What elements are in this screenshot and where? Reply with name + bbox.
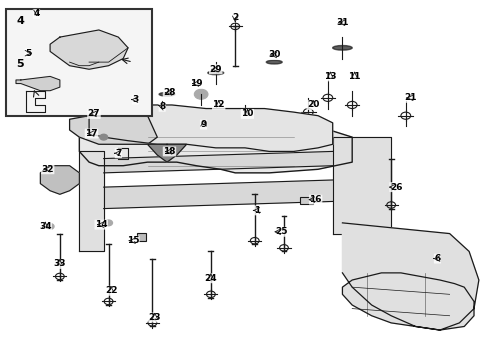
- Text: 14: 14: [95, 220, 108, 229]
- Text: 19: 19: [190, 79, 202, 88]
- Text: 22: 22: [105, 286, 117, 295]
- Text: 17: 17: [85, 129, 98, 138]
- Text: 11: 11: [348, 72, 361, 81]
- Text: 9: 9: [200, 120, 207, 129]
- Polygon shape: [16, 76, 60, 91]
- Text: 34: 34: [39, 222, 51, 231]
- Text: 15: 15: [127, 236, 139, 245]
- Text: 7: 7: [115, 149, 122, 158]
- Text: 30: 30: [268, 50, 280, 59]
- Text: 25: 25: [275, 227, 288, 236]
- Circle shape: [46, 224, 54, 229]
- Ellipse shape: [96, 110, 112, 114]
- Text: 28: 28: [163, 88, 176, 97]
- Text: 18: 18: [163, 147, 176, 156]
- Polygon shape: [147, 144, 187, 162]
- Circle shape: [100, 134, 108, 140]
- Polygon shape: [79, 119, 352, 173]
- Ellipse shape: [154, 110, 170, 114]
- Polygon shape: [89, 105, 333, 152]
- Text: 4: 4: [33, 9, 40, 18]
- Ellipse shape: [267, 60, 282, 64]
- Polygon shape: [333, 137, 391, 234]
- Text: 24: 24: [205, 274, 217, 283]
- Polygon shape: [70, 109, 157, 144]
- Polygon shape: [104, 180, 333, 208]
- Text: 26: 26: [390, 183, 402, 192]
- Circle shape: [195, 89, 208, 99]
- Polygon shape: [104, 152, 333, 173]
- Text: 3: 3: [132, 95, 139, 104]
- Text: 31: 31: [336, 18, 349, 27]
- FancyBboxPatch shape: [137, 233, 146, 242]
- Bar: [6, 9, 152, 116]
- Polygon shape: [40, 166, 79, 194]
- Text: 12: 12: [213, 100, 225, 109]
- Polygon shape: [50, 30, 128, 69]
- Text: 16: 16: [309, 195, 322, 204]
- Text: 27: 27: [88, 109, 100, 118]
- Text: 23: 23: [148, 313, 161, 322]
- Text: 21: 21: [404, 93, 417, 102]
- Text: 29: 29: [209, 65, 222, 74]
- Text: 5: 5: [16, 59, 24, 69]
- Polygon shape: [79, 152, 104, 251]
- Text: 32: 32: [42, 165, 54, 174]
- Text: 10: 10: [241, 109, 254, 118]
- Text: 6: 6: [434, 254, 441, 263]
- Text: 8: 8: [159, 102, 165, 111]
- Polygon shape: [343, 223, 479, 330]
- Ellipse shape: [159, 93, 175, 96]
- Text: 5: 5: [25, 49, 31, 58]
- Text: 4: 4: [16, 16, 24, 26]
- Text: 1: 1: [254, 206, 260, 215]
- Ellipse shape: [208, 71, 223, 75]
- Text: 20: 20: [307, 100, 319, 109]
- Circle shape: [105, 220, 113, 226]
- Text: 2: 2: [232, 13, 238, 22]
- FancyBboxPatch shape: [300, 197, 313, 204]
- Ellipse shape: [333, 46, 352, 50]
- Text: 13: 13: [324, 72, 337, 81]
- Text: 33: 33: [53, 260, 66, 269]
